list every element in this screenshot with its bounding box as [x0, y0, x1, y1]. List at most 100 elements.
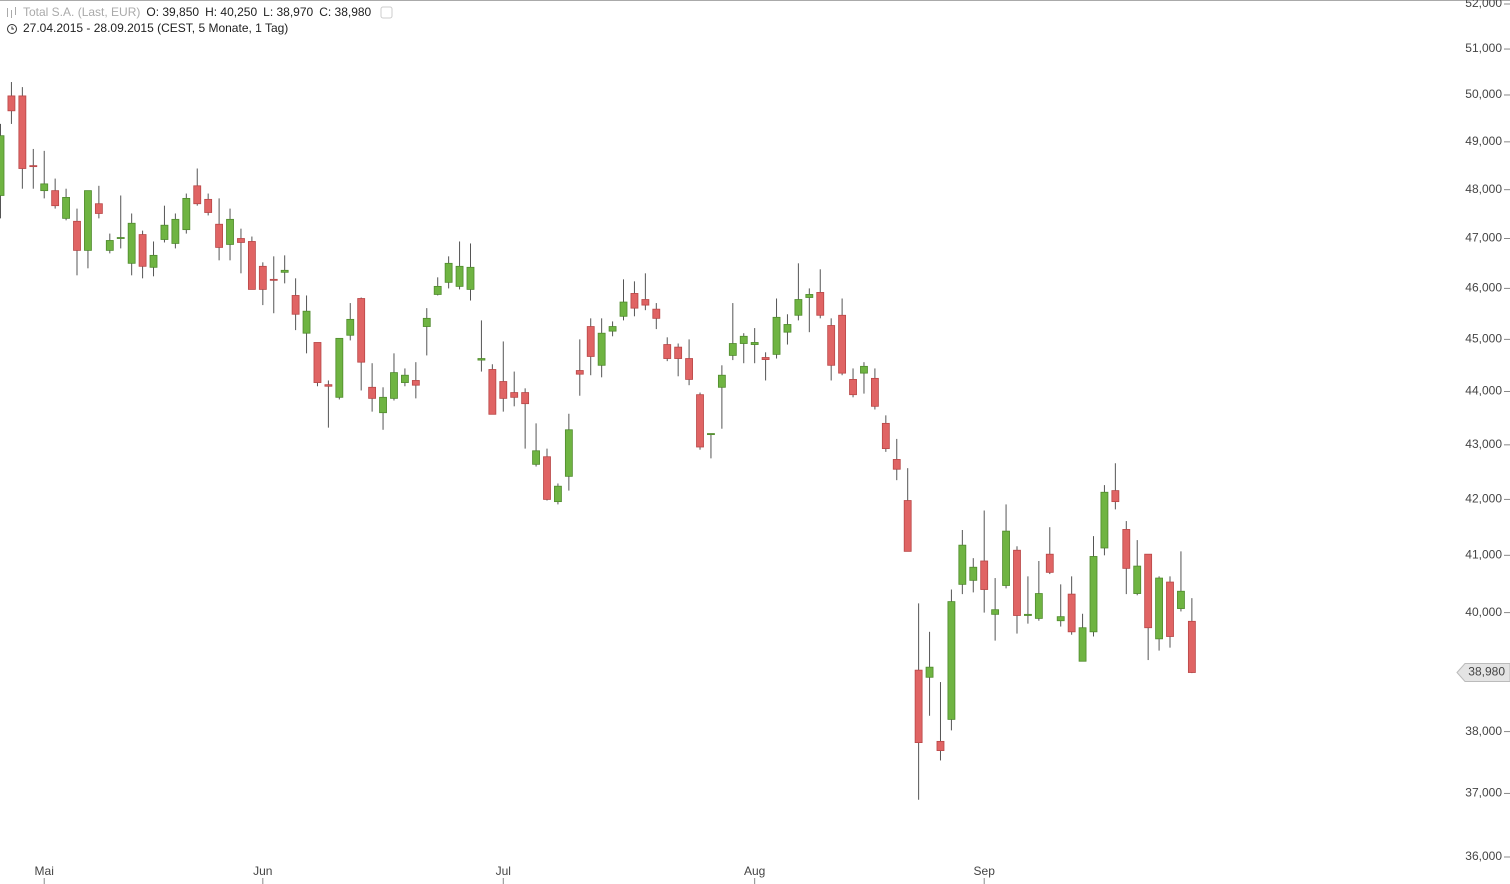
- candle-body: [685, 358, 693, 380]
- candle-body: [116, 237, 125, 239]
- candle-body: [40, 183, 49, 192]
- candle-body: [368, 386, 377, 399]
- candle-body: [411, 380, 420, 386]
- y-tick-label: 37,000: [1465, 786, 1502, 800]
- y-tick-label: 45,000: [1465, 332, 1502, 346]
- candle-body: [94, 203, 103, 214]
- candle-body: [1024, 613, 1032, 616]
- candle-body: [947, 601, 956, 720]
- candle-body: [892, 459, 901, 470]
- candle-body: [816, 292, 825, 316]
- candle-body: [958, 544, 967, 585]
- candle-body: [1133, 565, 1142, 594]
- y-tick-label: 42,000: [1465, 492, 1502, 506]
- candle-body: [127, 222, 136, 264]
- x-tick-label: Aug: [744, 864, 765, 878]
- candle-body: [401, 374, 409, 383]
- candle-body: [597, 332, 606, 366]
- candle-body: [608, 326, 617, 332]
- candle-body: [849, 379, 857, 396]
- candle-body: [1187, 620, 1196, 673]
- candle-body: [707, 433, 715, 436]
- candle-body: [805, 294, 814, 298]
- candle-body: [1078, 627, 1087, 662]
- candle-body: [204, 198, 213, 213]
- ohlc: C: 38,980: [319, 5, 372, 19]
- candle-body: [477, 358, 486, 361]
- candle-body: [1034, 593, 1043, 619]
- x-tick-label: Jul: [496, 864, 511, 878]
- candle-body: [717, 374, 726, 388]
- period: 27.04.2015 - 28.09.2015 (CEST, 5 Monate,…: [23, 21, 289, 35]
- candle-body: [302, 310, 311, 334]
- candle-body: [18, 95, 27, 169]
- candle-body: [1067, 593, 1076, 633]
- candle-body: [455, 265, 464, 287]
- candle-body: [936, 740, 945, 751]
- y-tick-label: 43,000: [1465, 437, 1502, 451]
- candle-body: [7, 95, 16, 112]
- candle-body: [335, 337, 344, 398]
- candle-body: [663, 344, 672, 359]
- last-price-label: 38,980: [1468, 665, 1505, 679]
- candle-body: [925, 666, 934, 678]
- candle-body: [0, 135, 5, 196]
- ohlc: O: 39,850: [146, 5, 200, 19]
- candle-body: [105, 240, 114, 251]
- y-tick-label: 38,000: [1465, 724, 1502, 738]
- settings-icon[interactable]: [380, 6, 393, 19]
- candle-body: [630, 293, 639, 309]
- candle-body: [51, 190, 60, 207]
- candle-body: [488, 369, 497, 415]
- last-price-tag: [1456, 663, 1510, 683]
- candle-body: [564, 429, 573, 477]
- candle-body: [269, 278, 278, 281]
- candle-body: [1111, 490, 1120, 503]
- candle-body: [532, 450, 540, 465]
- candle-body: [783, 324, 792, 333]
- candle-body: [914, 669, 923, 743]
- candle-body: [499, 381, 508, 399]
- candle-body: [554, 485, 562, 503]
- candle-body: [379, 396, 387, 414]
- candle-body: [619, 301, 628, 317]
- candle-body: [881, 422, 890, 450]
- y-tick-label: 41,000: [1465, 547, 1502, 561]
- instrument-icon: [7, 7, 16, 18]
- candle-body: [521, 392, 530, 405]
- candle-body: [827, 325, 836, 366]
- ohlc: H: 40,250: [205, 5, 258, 19]
- candle-body: [247, 241, 256, 290]
- y-tick-label: 49,000: [1465, 134, 1502, 148]
- y-tick-label: 48,000: [1465, 182, 1502, 196]
- x-tick-label: Mai: [35, 864, 54, 878]
- x-tick-label: Sep: [974, 864, 996, 878]
- candle-body: [62, 197, 70, 219]
- candle-body: [149, 254, 158, 268]
- candle-body: [860, 365, 868, 374]
- candle-body: [543, 456, 551, 500]
- candle-body: [1013, 549, 1021, 616]
- candle-body: [1045, 553, 1054, 573]
- candle-body: [237, 238, 245, 243]
- candle-body: [280, 269, 289, 273]
- y-tick-label: 50,000: [1465, 87, 1502, 101]
- candle-body: [171, 218, 180, 244]
- candle-body: [422, 317, 431, 327]
- candle-body: [772, 316, 781, 355]
- candle-body: [871, 377, 879, 407]
- candle-body: [991, 609, 1000, 615]
- candle-body: [258, 265, 267, 290]
- header-line: Total S.A. (Last, EUR) O: 39,850 H: 40,250…: [23, 5, 377, 19]
- y-tick-label: 40,000: [1465, 605, 1502, 619]
- candle-body: [1166, 581, 1174, 637]
- candle-body: [838, 314, 847, 374]
- candle-body: [1177, 590, 1185, 609]
- candle-body: [969, 566, 978, 581]
- candle-body: [138, 234, 147, 267]
- candle-body: [73, 220, 81, 251]
- candle-body: [575, 370, 584, 375]
